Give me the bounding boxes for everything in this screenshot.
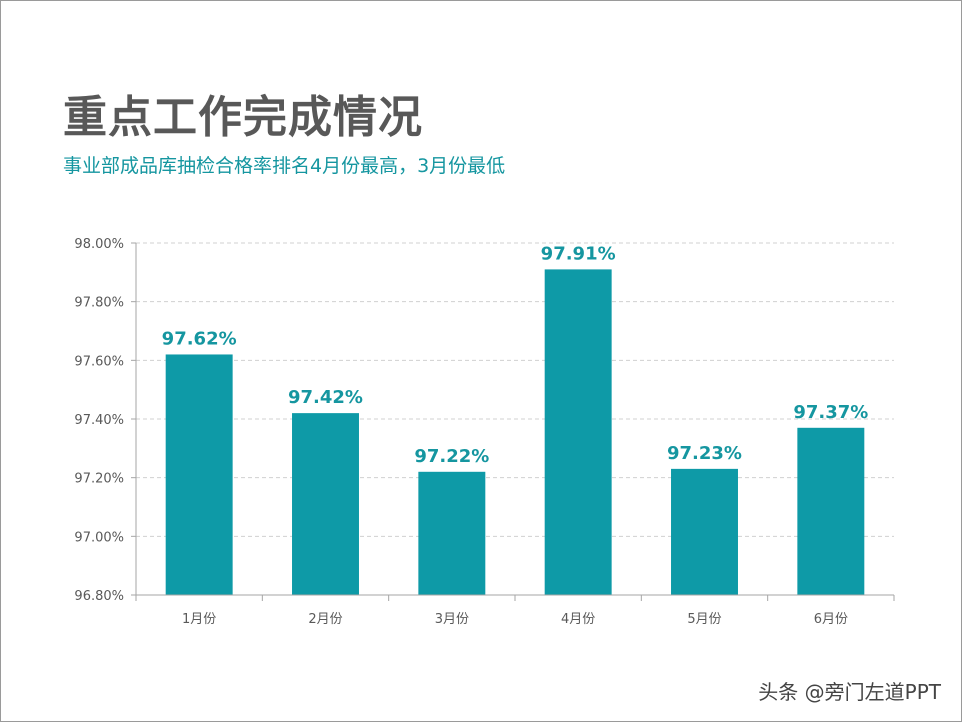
bar (292, 413, 359, 595)
data-label: 97.23% (667, 443, 742, 464)
data-label: 97.22% (414, 446, 489, 467)
page-title: 重点工作完成情况 (63, 92, 423, 143)
x-tick-label: 4月份 (561, 612, 595, 627)
data-label: 97.62% (162, 328, 237, 349)
grid-lines (136, 242, 894, 537)
data-label: 97.37% (793, 402, 868, 423)
y-tick-label: 97.20% (74, 472, 124, 487)
bar (797, 427, 865, 595)
data-label: 97.42% (288, 387, 363, 408)
y-tick-label: 97.80% (74, 296, 124, 311)
x-tick-label: 6月份 (814, 612, 848, 627)
bar (544, 269, 612, 595)
y-tick-label: 97.40% (74, 413, 124, 428)
y-tick-label: 98.00% (74, 237, 124, 252)
bar (671, 468, 738, 595)
bar (165, 354, 233, 595)
x-tick-label: 5月份 (687, 612, 721, 627)
watermark: 头条 @旁门左道PPT (758, 680, 941, 704)
y-tick-label: 97.00% (74, 530, 124, 545)
x-tick-label: 1月份 (182, 612, 216, 627)
axes (131, 242, 895, 601)
bars (165, 269, 865, 595)
y-tick-label: 97.60% (74, 354, 124, 369)
page-subtitle: 事业部成品库抽检合格率排名4月份最高，3月份最低 (63, 155, 506, 177)
x-tick-label: 3月份 (435, 612, 469, 627)
y-tick-label: 96.80% (74, 589, 124, 604)
labels: 96.80% 97.00% 97.20% 97.40% 97.60% 97.80% 98.0… (74, 237, 868, 627)
data-label: 97.91% (541, 243, 616, 264)
bar (418, 471, 486, 595)
x-tick-label: 2月份 (308, 612, 342, 627)
